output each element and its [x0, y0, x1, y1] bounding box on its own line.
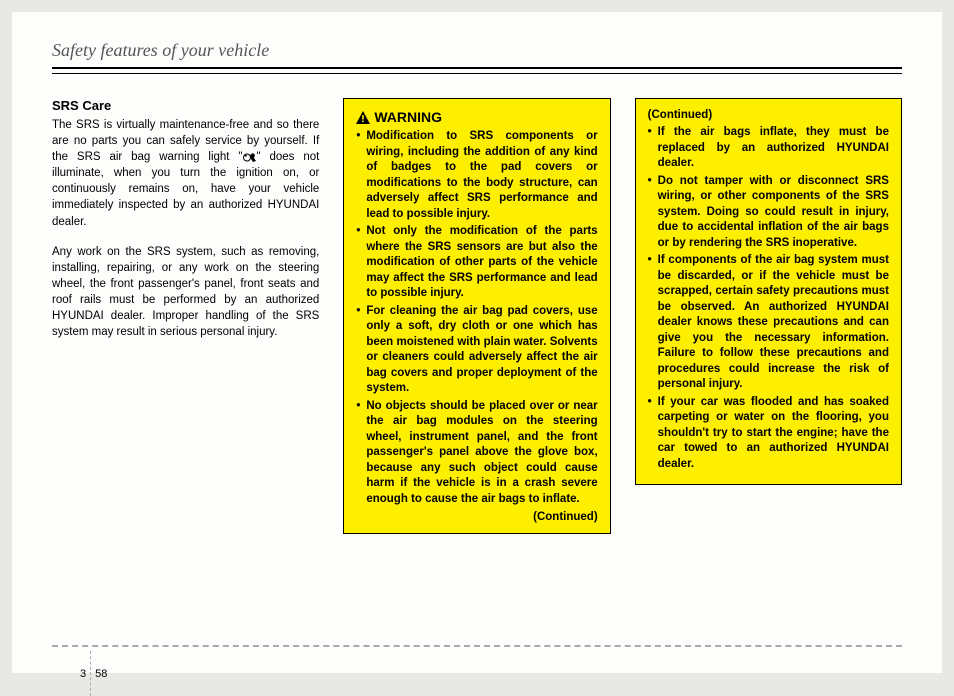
warning-bullet: If your car was flooded and has soaked c… [648, 395, 889, 473]
page-number: 3 58 [80, 651, 107, 696]
warning-bullet: Not only the modification of the parts w… [356, 224, 597, 302]
page-footer: 3 58 [52, 645, 902, 653]
header-title: Safety features of your vehicle [52, 40, 269, 60]
section-title: SRS Care [52, 98, 319, 113]
warning-bullet: If components of the air bag system must… [648, 253, 889, 393]
paragraph-2: Any work on the SRS system, such as remo… [52, 244, 319, 341]
content-columns: SRS Care The SRS is virtually maintenanc… [52, 98, 902, 534]
header-rule [52, 73, 902, 74]
warning-bullet: If the air bags inflate, they must be re… [648, 125, 889, 172]
page-number-separator [90, 651, 91, 696]
warning-box-1: WARNING Modification to SRS components o… [343, 98, 610, 534]
page-header: Safety features of your vehicle [52, 40, 902, 69]
column-middle: WARNING Modification to SRS components o… [343, 98, 610, 534]
warning-title-text: WARNING [374, 109, 442, 125]
column-left: SRS Care The SRS is virtually maintenanc… [52, 98, 319, 534]
paragraph-1: The SRS is virtually maintenance-free an… [52, 117, 319, 230]
page-number-value: 58 [95, 668, 107, 680]
chapter-number: 3 [80, 668, 86, 680]
warning-bullet: For cleaning the air bag pad covers, use… [356, 304, 597, 397]
warning-title: WARNING [356, 109, 597, 125]
warning-list-1: Modification to SRS components or wiring… [356, 129, 597, 507]
continued-head: (Continued) [648, 109, 889, 121]
airbag-warning-icon [243, 152, 257, 163]
warning-bullet: Do not tamper with or disconnect SRS wir… [648, 174, 889, 252]
warning-bullet: Modification to SRS components or wiring… [356, 129, 597, 222]
continued-label: (Continued) [356, 511, 597, 523]
warning-triangle-icon [356, 111, 370, 124]
page-container: Safety features of your vehicle SRS Care… [12, 12, 942, 673]
warning-box-2: (Continued) If the air bags inflate, the… [635, 98, 902, 485]
warning-bullet: No objects should be placed over or near… [356, 399, 597, 508]
column-right: (Continued) If the air bags inflate, the… [635, 98, 902, 534]
warning-list-2: If the air bags inflate, they must be re… [648, 125, 889, 472]
